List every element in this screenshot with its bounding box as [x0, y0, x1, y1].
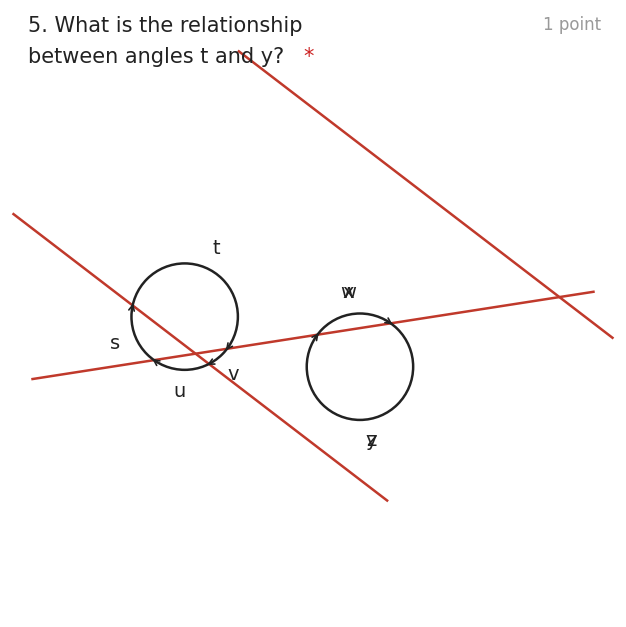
- Text: 1 point: 1 point: [543, 16, 601, 34]
- Text: *: *: [304, 48, 314, 68]
- Text: t: t: [212, 239, 220, 258]
- Text: w: w: [341, 283, 356, 302]
- Text: x: x: [342, 283, 354, 302]
- Text: y: y: [366, 431, 377, 450]
- Text: s: s: [110, 334, 120, 354]
- Text: v: v: [227, 365, 239, 384]
- Text: 5. What is the relationship: 5. What is the relationship: [28, 16, 302, 36]
- Text: between angles t and y?: between angles t and y?: [28, 48, 291, 68]
- Text: u: u: [173, 382, 185, 401]
- Text: z: z: [366, 431, 377, 450]
